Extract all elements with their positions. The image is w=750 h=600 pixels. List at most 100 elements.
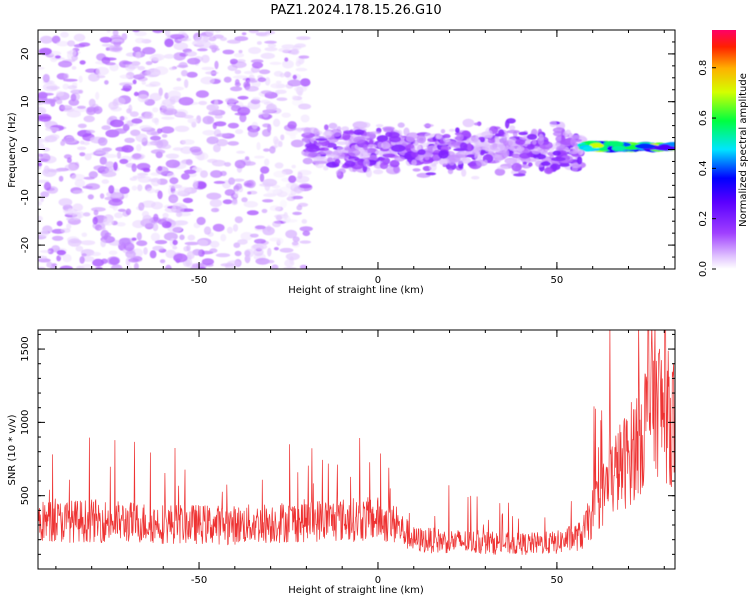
spectrogram-cell	[38, 230, 49, 238]
spectrogram-cell	[365, 168, 372, 178]
spectrogram-cell	[166, 172, 175, 179]
spectrogram-cell	[119, 82, 134, 86]
spectrogram-cell	[137, 172, 149, 176]
spectrogram-cell	[264, 30, 276, 35]
spectrogram-cell	[483, 159, 488, 165]
spectrogram-cell	[78, 42, 91, 47]
colorbar-tick-label: 0.0	[698, 261, 709, 277]
spectrogram-cell	[65, 138, 74, 143]
spectrogram-cell	[264, 158, 270, 166]
spectrogram-cell	[438, 157, 450, 166]
spectrogram-cell	[151, 117, 159, 124]
spectrogram-cell	[210, 170, 223, 178]
spectrogram-cell	[71, 66, 77, 70]
spectrogram-cell	[611, 146, 626, 151]
spectrogram-cell	[224, 162, 232, 167]
spectrogram-cell	[155, 140, 167, 149]
spectrogram-cell	[416, 134, 427, 144]
spectrogram-cell	[216, 133, 230, 138]
spectrogram-cell	[412, 168, 421, 172]
spectrogram-blobs	[38, 30, 675, 269]
spectrogram-cell	[266, 189, 281, 195]
spectrogram-cell	[278, 47, 292, 53]
spectrogram-cell	[492, 142, 498, 150]
spectrogram-cell	[423, 123, 434, 128]
spectrogram-cell	[215, 253, 231, 258]
spectrogram-cell	[382, 153, 396, 158]
spectrogram-cell	[369, 154, 378, 161]
spectrogram-cell	[99, 193, 105, 199]
spectrogram-cell	[108, 250, 118, 256]
snr-panel: -50 0 50 500 1000 1500 Height of straight lin…	[7, 329, 676, 596]
spectrogram-cell	[300, 78, 311, 87]
spectrogram-cell	[113, 97, 126, 106]
spectrogram-cell	[49, 134, 60, 140]
spectrogram-cell	[51, 235, 64, 241]
spectrogram-cell	[397, 122, 405, 128]
spectrogram-cell	[165, 153, 180, 159]
spectrogram-cell	[150, 232, 160, 242]
spectrogram-cell	[121, 33, 128, 41]
spectrogram-cell	[152, 30, 164, 34]
spectrogram-cell	[417, 149, 426, 156]
spectrogram-cell	[448, 154, 461, 163]
spectrogram-cell	[275, 89, 287, 95]
spectrogram-cell	[172, 245, 178, 250]
spectrogram-cell	[82, 141, 90, 146]
spectrogram-cell	[511, 162, 522, 172]
spectrogram-cell	[405, 135, 416, 143]
spectrogram-cell	[285, 229, 298, 239]
spectrogram-cell	[297, 128, 302, 133]
spectrogram-cell	[62, 83, 70, 90]
spectrogram-cell	[330, 128, 342, 137]
spectrogram-cell	[152, 107, 159, 113]
y-tick-label: 500	[20, 486, 31, 505]
spectrogram-cell	[157, 218, 168, 225]
colorbar-tick-label: 0.2	[698, 211, 709, 227]
spectrogram-cell	[81, 253, 87, 257]
spectrogram-cell	[149, 81, 161, 87]
spectrogram-cell	[131, 237, 137, 241]
spectrogram-cell	[172, 147, 184, 151]
spectrogram-cell	[68, 49, 77, 57]
spectrogram-cell	[157, 166, 163, 171]
spectrogram-cell	[506, 129, 520, 134]
spectrogram-cell	[227, 122, 239, 129]
spectrogram-cell	[67, 238, 82, 247]
spectrogram-cell	[269, 205, 281, 212]
spectrogram-cell	[411, 159, 417, 166]
spectrogram-cell	[237, 95, 249, 100]
spectrogram-cell	[266, 259, 275, 264]
spectrogram-cell	[209, 240, 220, 248]
spectrogram-cell	[175, 211, 183, 218]
spectrogram-cell	[137, 184, 143, 192]
spectrogram-cell	[136, 144, 142, 152]
spectrogram-cell	[184, 79, 189, 89]
spectrogram-cell	[169, 184, 183, 189]
y-tick-label: 1000	[20, 410, 31, 435]
spectrogram-cell	[315, 131, 321, 137]
spectrogram-cell	[247, 191, 252, 195]
spectrogram-cell	[92, 216, 98, 225]
spectrogram-cell	[185, 51, 197, 57]
spectrogram-cell	[494, 168, 506, 176]
spectrogram-cell	[131, 118, 143, 124]
spectrogram-cell	[289, 134, 297, 140]
spectrogram-cell	[119, 186, 130, 194]
spectrogram-cell	[122, 61, 133, 65]
spectrogram-cell	[126, 265, 132, 269]
spectrogram-cell	[471, 175, 480, 180]
spectrogram-cell	[425, 172, 437, 176]
spectrogram-cell	[287, 121, 297, 130]
spectrogram-cell	[526, 144, 535, 150]
x-tick-label: 50	[551, 575, 564, 586]
spectrogram-cell	[178, 96, 194, 106]
spectrogram-cell	[342, 131, 351, 141]
spectrogram-cell	[101, 43, 114, 47]
spectrogram-cell	[209, 44, 219, 50]
x-tick-label: 50	[551, 275, 564, 286]
spectrogram-cell	[220, 233, 227, 242]
spectrogram-cell	[183, 114, 194, 119]
spectrogram-cell	[565, 129, 571, 136]
spectrogram-cell	[305, 145, 321, 153]
